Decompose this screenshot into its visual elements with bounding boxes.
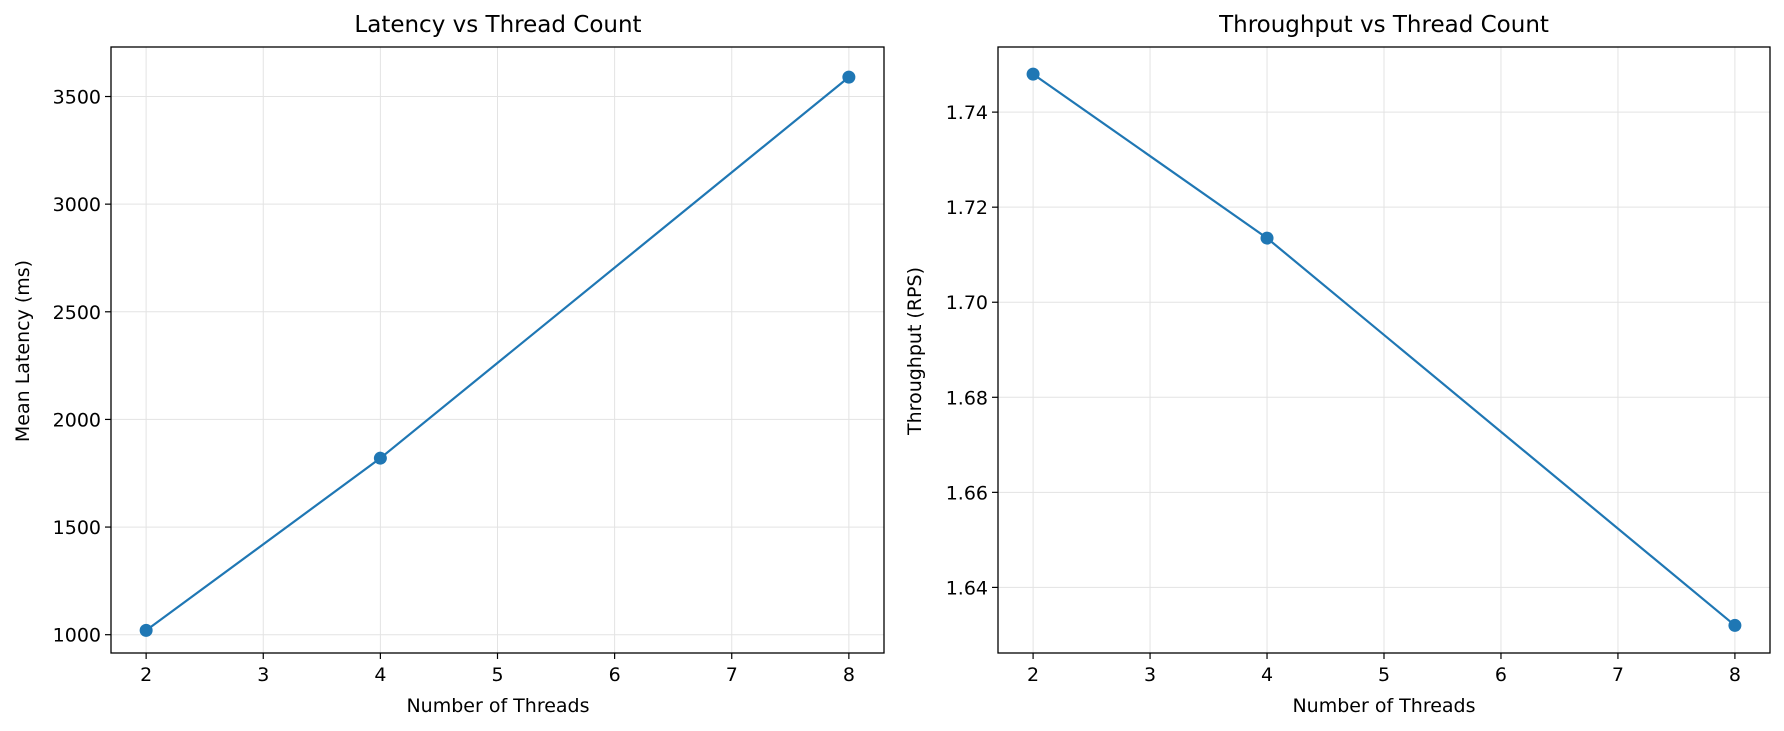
latency-y-tick-label: 1500: [53, 517, 101, 539]
latency-data-point: [139, 623, 153, 637]
throughput-y-tick-label: 1.68: [946, 387, 988, 409]
throughput-plot-frame: [997, 46, 1771, 654]
throughput-x-tick-label: 7: [1612, 664, 1624, 686]
throughput-y-tick-label: 1.66: [946, 482, 988, 504]
latency-y-tick-label: 2000: [53, 409, 101, 431]
throughput-x-tick-label: 4: [1261, 664, 1273, 686]
throughput-y-tick-label: 1.70: [946, 292, 988, 314]
throughput-gridlines: [998, 47, 1770, 653]
latency-y-tick-label: 3000: [53, 194, 101, 216]
throughput-x-tick-label: 3: [1144, 664, 1156, 686]
latency-x-tick-label: 6: [609, 664, 621, 686]
throughput-x-tick-label: 8: [1729, 664, 1741, 686]
throughput-chart-xlabel: Number of Threads: [1292, 695, 1475, 717]
latency-plot-frame: [110, 46, 885, 654]
throughput-x-tick-label: 6: [1495, 664, 1507, 686]
latency-data-point: [842, 70, 856, 84]
latency-chart-xlabel: Number of Threads: [406, 695, 589, 717]
latency-chart-title: Latency vs Thread Count: [354, 12, 641, 38]
latency-chart-ylabel: Mean Latency (ms): [12, 260, 34, 442]
latency-chart: Latency vs Thread Count Number of Thread…: [12, 12, 885, 717]
latency-x-tick-label: 7: [726, 664, 738, 686]
throughput-data-point: [1026, 67, 1040, 81]
latency-y-tick-label: 3500: [53, 87, 101, 109]
throughput-y-tick-label: 1.72: [946, 197, 988, 219]
latency-y-tick-label: 1000: [53, 625, 101, 647]
latency-x-tick-label: 5: [491, 664, 503, 686]
throughput-chart-title: Throughput vs Thread Count: [1218, 12, 1549, 38]
throughput-data-point: [1728, 618, 1742, 632]
latency-x-tick-label: 2: [140, 664, 152, 686]
throughput-data-point: [1260, 231, 1274, 245]
latency-data-point: [373, 451, 387, 465]
latency-y-tick-label: 2500: [53, 302, 101, 324]
throughput-x-tick-label: 2: [1027, 664, 1039, 686]
throughput-y-tick-label: 1.74: [946, 102, 988, 124]
latency-x-tick-label: 4: [374, 664, 386, 686]
latency-x-tick-label: 3: [257, 664, 269, 686]
latency-gridlines: [111, 47, 884, 653]
throughput-chart: Throughput vs Thread Count Number of Thr…: [904, 12, 1771, 717]
throughput-chart-ylabel: Throughput (RPS): [904, 267, 926, 436]
latency-x-tick-label: 8: [843, 664, 855, 686]
throughput-x-tick-label: 5: [1378, 664, 1390, 686]
throughput-y-tick-label: 1.64: [946, 577, 988, 599]
